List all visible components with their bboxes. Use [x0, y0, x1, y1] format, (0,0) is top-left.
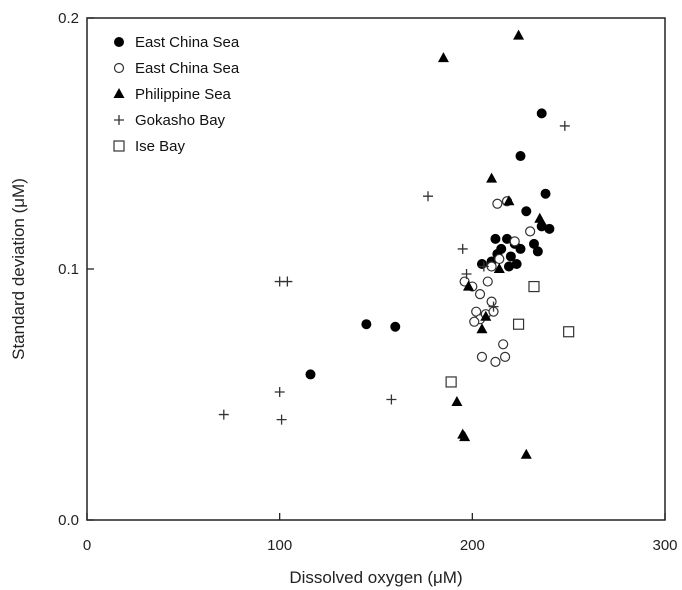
- data-point-plus: [282, 276, 293, 287]
- data-point-filled-circle: [361, 319, 372, 330]
- legend-label: Philippine Sea: [135, 86, 232, 103]
- data-point-open-circle: [486, 296, 497, 307]
- data-point-filled-triangle: [493, 263, 505, 273]
- data-point-filled-circle: [521, 206, 532, 217]
- data-point-open-square: [445, 376, 457, 388]
- data-point-plus: [559, 120, 570, 131]
- data-point-filled-triangle: [520, 448, 532, 459]
- data-point-filled-triangle: [451, 396, 463, 407]
- data-point-filled-triangle: [462, 280, 474, 291]
- x-tick-label: 200: [460, 537, 485, 554]
- y-tick-label: 0.0: [58, 512, 79, 529]
- legend-marker-open-square: [113, 140, 125, 152]
- data-point-filled-circle: [536, 108, 547, 119]
- data-point-filled-circle: [505, 251, 516, 262]
- data-point-plus: [478, 261, 489, 272]
- y-tick-label: 0.2: [58, 10, 79, 27]
- data-point-filled-circle: [515, 151, 526, 162]
- data-point-filled-triangle: [486, 172, 498, 183]
- data-point-plus: [386, 394, 397, 405]
- data-point-filled-circle: [490, 233, 501, 244]
- x-axis-ticks: 0 100 200 300: [83, 513, 678, 554]
- data-point-open-square: [563, 326, 575, 338]
- x-tick-label: 0: [83, 537, 91, 554]
- data-point-filled-triangle: [480, 310, 492, 321]
- x-tick-label: 100: [267, 537, 292, 554]
- data-point-open-circle: [525, 226, 536, 237]
- data-point-filled-circle: [305, 369, 316, 380]
- legend-label: Gokasho Bay: [135, 112, 226, 129]
- data-point-open-circle: [492, 198, 503, 209]
- legend-label: East China Sea: [135, 60, 240, 77]
- data-point-open-circle: [490, 356, 501, 367]
- data-point-filled-circle: [503, 261, 514, 272]
- legend-marker-filled-circle: [114, 37, 124, 47]
- data-point-open-circle: [476, 351, 488, 362]
- legend-label: Ise Bay: [135, 138, 186, 155]
- data-point-filled-triangle: [513, 29, 525, 40]
- y-tick-label: 0.1: [58, 261, 79, 278]
- y-axis-label: Standard deviation (μM): [9, 178, 28, 360]
- data-point-filled-circle: [532, 246, 543, 257]
- data-point-plus: [276, 414, 287, 425]
- x-tick-label: 300: [652, 537, 677, 554]
- data-point-filled-circle: [515, 243, 526, 254]
- data-point-open-circle: [499, 351, 511, 362]
- data-point-open-circle: [498, 339, 509, 350]
- data-point-filled-triangle: [459, 431, 471, 442]
- x-axis-label: Dissolved oxygen (μM): [289, 568, 462, 587]
- data-points: [218, 29, 575, 459]
- data-point-open-circle: [509, 236, 520, 247]
- legend-marker-filled-triangle: [113, 88, 125, 98]
- data-point-open-circle: [482, 276, 493, 287]
- data-point-plus: [457, 243, 468, 254]
- data-point-filled-triangle: [534, 212, 546, 223]
- data-point-open-circle: [494, 253, 505, 265]
- y-axis-ticks: 0.0 0.1 0.2: [58, 10, 94, 529]
- data-point-open-circle: [474, 289, 486, 300]
- data-point-plus: [423, 191, 434, 202]
- data-point-plus: [488, 301, 499, 312]
- legend: East China Sea East China Sea Philippine S…: [113, 34, 240, 155]
- legend-marker-open-circle: [113, 62, 125, 74]
- data-point-open-square: [528, 280, 540, 293]
- data-point-filled-triangle: [503, 195, 515, 206]
- data-point-open-square: [512, 318, 525, 330]
- data-point-filled-triangle: [437, 52, 449, 63]
- legend-label: East China Sea: [135, 34, 240, 51]
- data-point-filled-triangle: [476, 323, 488, 334]
- data-point-plus: [274, 386, 285, 397]
- data-point-filled-circle: [544, 223, 555, 234]
- data-point-filled-circle: [390, 321, 401, 332]
- data-point-plus: [218, 409, 229, 420]
- legend-marker-plus: [114, 115, 124, 125]
- data-point-filled-circle: [540, 188, 551, 199]
- data-point-open-circle: [469, 316, 480, 327]
- data-point-plus: [461, 269, 472, 280]
